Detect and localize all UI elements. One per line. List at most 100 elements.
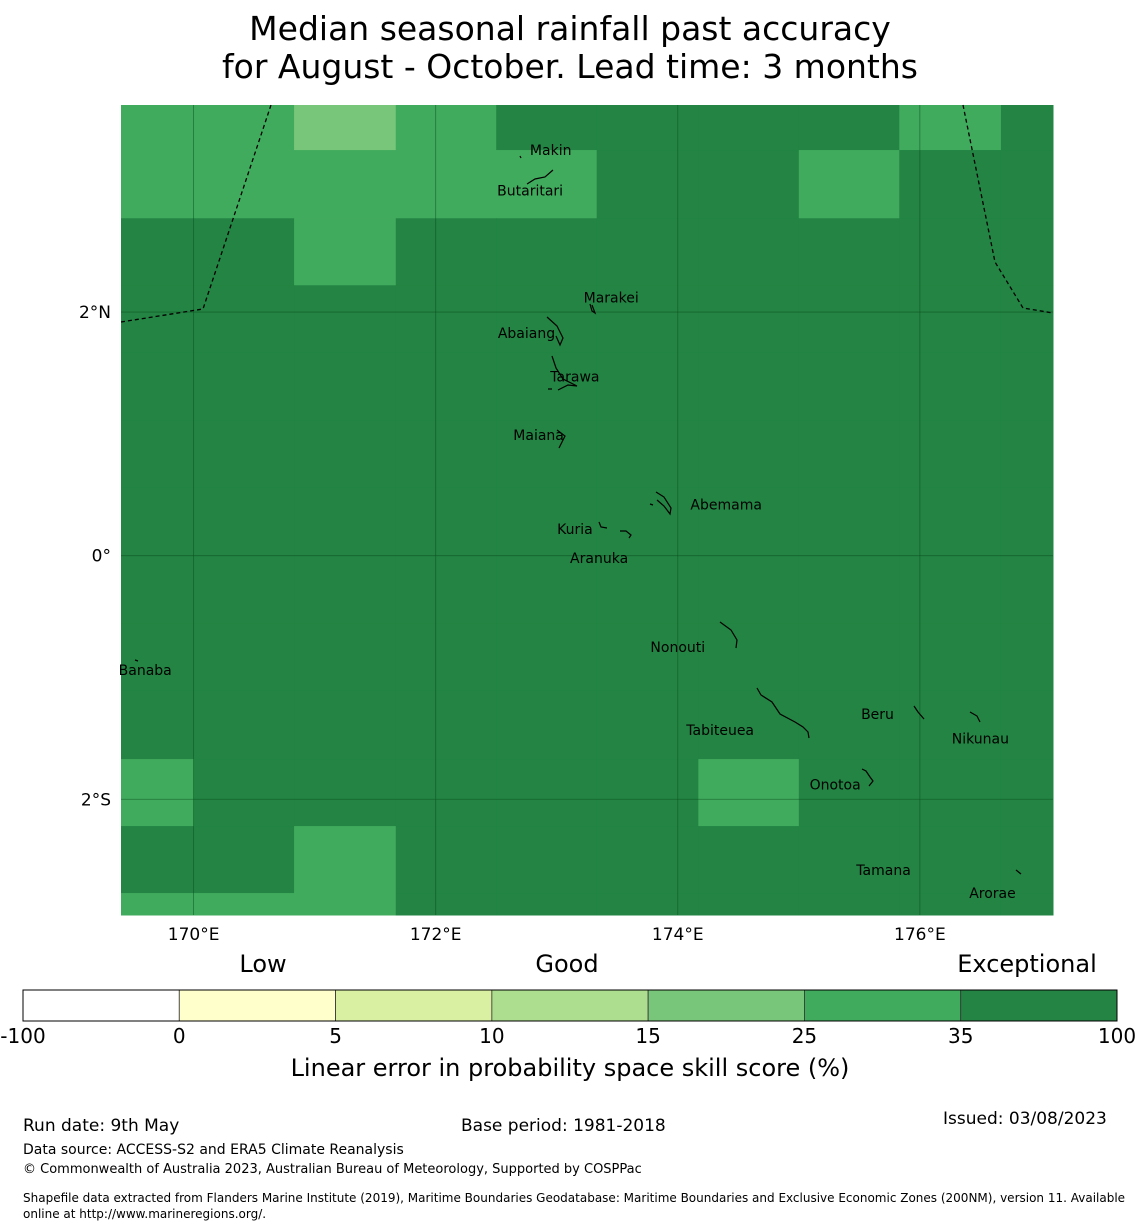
grid-cell bbox=[899, 285, 1002, 353]
grid-cell bbox=[596, 487, 699, 557]
grid-cell bbox=[395, 759, 497, 827]
place-label-aranuka: Aranuka bbox=[570, 551, 628, 567]
colorbar-swatch bbox=[804, 989, 962, 1022]
grid-cell bbox=[1000, 759, 1054, 827]
grid-cell bbox=[899, 420, 1002, 488]
grid-cell bbox=[899, 150, 1002, 219]
axis-tick-labels: 170°E 172°E 174°E 176°E 2°N 0° 2°S bbox=[79, 303, 946, 945]
grid-cell bbox=[899, 555, 1002, 625]
island-outline bbox=[526, 169, 554, 185]
island-outline bbox=[134, 659, 139, 662]
grid-cell bbox=[798, 487, 900, 557]
grid-cell bbox=[496, 352, 598, 421]
grid-cell bbox=[1000, 352, 1054, 421]
colorbar-tick-label: 5 bbox=[329, 1024, 342, 1048]
grid-cell bbox=[193, 623, 295, 692]
grid-cell bbox=[496, 285, 598, 353]
place-label-arorae: Arorae bbox=[969, 886, 1016, 902]
grid-cell bbox=[121, 352, 195, 421]
grid-cell bbox=[395, 150, 497, 219]
grid-cell bbox=[596, 623, 699, 692]
grid-cell bbox=[121, 105, 195, 151]
grid-cell bbox=[596, 285, 699, 353]
colorbar-tick-label: 35 bbox=[947, 1024, 974, 1048]
colorbar-swatch bbox=[491, 989, 649, 1022]
grid-cell bbox=[395, 285, 497, 353]
grid-cell bbox=[798, 759, 900, 827]
island-outline bbox=[913, 705, 925, 720]
graticule bbox=[121, 105, 1053, 915]
grid-cell bbox=[395, 420, 497, 488]
grid-cell bbox=[193, 352, 295, 421]
grid-cell bbox=[395, 352, 497, 421]
grid-cell bbox=[294, 893, 397, 916]
grid-cell bbox=[121, 690, 195, 760]
eez-boundaries bbox=[120, 104, 1054, 323]
grid-cell bbox=[698, 893, 800, 916]
grid-cell bbox=[294, 105, 397, 151]
grid-cell bbox=[395, 487, 497, 557]
grid-cell bbox=[496, 623, 598, 692]
grid-cell bbox=[193, 826, 295, 894]
grid-cell bbox=[698, 759, 800, 827]
grid-cell bbox=[698, 150, 800, 219]
grid-cell bbox=[294, 218, 397, 286]
grid-cell bbox=[798, 893, 900, 916]
grid-cell bbox=[395, 218, 497, 286]
grid-cell bbox=[1000, 487, 1054, 557]
grid-cell bbox=[698, 623, 800, 692]
grid-cell bbox=[193, 759, 295, 827]
title-line-1: Median seasonal rainfall past accuracy bbox=[249, 9, 891, 48]
grid-cell bbox=[798, 420, 900, 488]
grid-cell bbox=[596, 150, 699, 219]
issued-date: Issued: 03/08/2023 bbox=[943, 1109, 1107, 1129]
place-label-nonouti: Nonouti bbox=[650, 640, 705, 656]
grid-cell bbox=[294, 487, 397, 557]
colorbar-swatch bbox=[335, 989, 493, 1022]
place-label-maiana: Maiana bbox=[513, 428, 564, 444]
grid-cell bbox=[596, 759, 699, 827]
place-label-marakei: Marakei bbox=[584, 290, 639, 306]
colorbar-swatch bbox=[178, 989, 336, 1022]
grid-cell bbox=[798, 105, 900, 151]
grid-cell bbox=[1000, 893, 1054, 916]
grid-cell bbox=[395, 690, 497, 760]
place-label-beru: Beru bbox=[861, 707, 894, 723]
grid-cell bbox=[121, 420, 195, 488]
grid-cell bbox=[698, 826, 800, 894]
grid-cell bbox=[294, 352, 397, 421]
grid-cell bbox=[193, 893, 295, 916]
grid-cell bbox=[899, 105, 1002, 151]
grid-cell bbox=[1000, 623, 1054, 692]
eez-boundary-line bbox=[120, 104, 272, 323]
grid-cell bbox=[193, 150, 295, 219]
colorbar bbox=[22, 989, 1118, 1022]
grid-cell bbox=[596, 105, 699, 151]
grid-cell bbox=[121, 623, 195, 692]
grid-cell bbox=[1000, 690, 1054, 760]
grid-cell bbox=[496, 826, 598, 894]
grid-cell bbox=[294, 555, 397, 625]
lon-tick-label: 176°E bbox=[894, 925, 946, 945]
grid-cell bbox=[121, 759, 195, 827]
shapefile-credit-line-1: Shapefile data extracted from Flanders M… bbox=[23, 1191, 1126, 1205]
colorbar-tick-label: 15 bbox=[635, 1024, 661, 1048]
island-outline bbox=[861, 768, 874, 787]
grid-cell bbox=[294, 420, 397, 488]
island-outline bbox=[649, 503, 654, 506]
grid-cell bbox=[1000, 218, 1054, 286]
lat-tick-label: 0° bbox=[92, 547, 111, 567]
grid-cell bbox=[121, 826, 195, 894]
grid-cell bbox=[798, 285, 900, 353]
island-outline bbox=[551, 355, 578, 391]
title-line-2: for August - October. Lead time: 3 month… bbox=[222, 47, 918, 86]
grid-cell bbox=[698, 285, 800, 353]
grid-cell bbox=[496, 150, 598, 219]
colorbar-tick-label: 0 bbox=[172, 1024, 186, 1048]
copyright: © Commonwealth of Australia 2023, Austra… bbox=[23, 1162, 642, 1177]
grid-cell bbox=[121, 893, 195, 916]
colorbar-tick-label: 10 bbox=[479, 1024, 505, 1048]
place-labels: Makin Butaritari Marakei Abaiang Tarawa Maian… bbox=[119, 143, 1016, 902]
grid-cell bbox=[899, 690, 1002, 760]
colorbar-tick-label: 25 bbox=[791, 1024, 818, 1048]
